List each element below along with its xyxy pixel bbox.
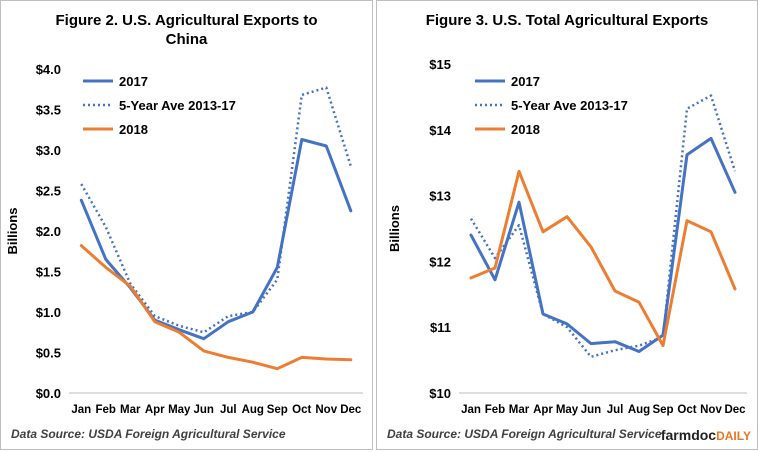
y-tick-label: $2.5: [36, 184, 61, 199]
y-tick-label: $4.0: [36, 62, 61, 77]
data-source-note: Data Source: USDA Foreign Agricultural S…: [387, 427, 662, 441]
legend-label: 5-Year Ave 2013-17: [511, 98, 628, 113]
y-tick-label: $3.0: [36, 143, 61, 158]
x-tick-label: Dec: [340, 404, 362, 416]
x-tick-label: Mar: [120, 404, 141, 416]
x-tick-label: Aug: [628, 404, 650, 416]
data-source-note: Data Source: USDA Foreign Agricultural S…: [11, 427, 286, 441]
y-axis-title: Billions: [5, 208, 20, 255]
x-tick-label: May: [556, 404, 579, 416]
x-tick-label: Jan: [71, 404, 91, 416]
y-tick-label: $1.0: [36, 305, 61, 320]
y-tick-label: $10: [429, 386, 451, 401]
y-tick-label: $3.5: [36, 103, 61, 118]
x-tick-label: Jan: [461, 404, 481, 416]
x-tick-label: Dec: [724, 404, 746, 416]
logo-main: farmdoc: [660, 427, 717, 443]
y-tick-label: $12: [429, 254, 451, 269]
y-tick-label: $1.5: [36, 265, 61, 280]
series-line-2017: [79, 138, 353, 341]
y-tick-label: $2.0: [36, 224, 61, 239]
x-tick-label: Jul: [607, 404, 624, 416]
x-tick-label: Nov: [315, 404, 337, 416]
x-tick-label: Feb: [96, 404, 116, 416]
x-tick-label: Mar: [509, 404, 530, 416]
x-tick-label: Jul: [220, 404, 237, 416]
series-line-2018: [79, 244, 353, 371]
series-line-2018: [469, 169, 737, 348]
x-tick-label: Nov: [700, 404, 722, 416]
legend-label: 2017: [119, 74, 148, 89]
y-tick-label: $13: [429, 189, 451, 204]
legend-label: 2018: [119, 122, 148, 137]
x-tick-label: Feb: [485, 404, 505, 416]
x-tick-label: Jun: [194, 404, 214, 416]
x-tick-label: Jun: [581, 404, 601, 416]
legend-label: 2018: [511, 122, 540, 137]
y-tick-label: $0.0: [36, 386, 61, 401]
logo-sub: DAILY: [716, 429, 751, 443]
farmdoc-daily-logo: farmdocDAILY: [661, 427, 751, 443]
x-tick-label: Oct: [677, 404, 696, 416]
chart-title: Figure 2. U.S. Agricultural Exports to C…: [55, 12, 318, 48]
x-tick-label: Apr: [533, 404, 553, 416]
chart-svg-china: $0.0 $0.5 $1.0 $1.5 $2.0 $2.5 $3.0 $3.5 $4.0 Bill…: [5, 62, 363, 416]
x-tick-label: Sep: [652, 404, 673, 416]
x-tick-label: Aug: [242, 404, 264, 416]
y-tick-label: $0.5: [36, 346, 61, 361]
chart-panel-total: Figure 3. U.S. Total Agricultural Export…: [376, 0, 758, 450]
chart-panel-china: Figure 2. U.S. Agricultural Exports to C…: [0, 0, 373, 450]
legend-label: 2017: [511, 74, 540, 89]
legend-label: 5-Year Ave 2013-17: [119, 98, 236, 113]
y-tick-label: $15: [429, 57, 451, 72]
x-tick-label: Oct: [292, 404, 311, 416]
y-axis-title: Billions: [387, 205, 402, 252]
x-tick-label: Sep: [267, 404, 288, 416]
y-tick-label: $14: [429, 123, 451, 138]
series-line-5-year-ave-2013-17: [469, 94, 737, 359]
series-line-5-year-ave-2013-17: [80, 86, 352, 334]
y-tick-label: $11: [430, 320, 451, 335]
chart-svg-total: $10 $11 $12 $13 $14 $15 Billions Jan Feb Mar Apr Ma…: [387, 57, 747, 416]
chart-title: Figure 3. U.S. Total Agricultural Export…: [425, 12, 709, 29]
x-tick-label: Apr: [145, 404, 165, 416]
x-tick-label: May: [168, 404, 191, 416]
series-line-2017: [469, 136, 737, 353]
